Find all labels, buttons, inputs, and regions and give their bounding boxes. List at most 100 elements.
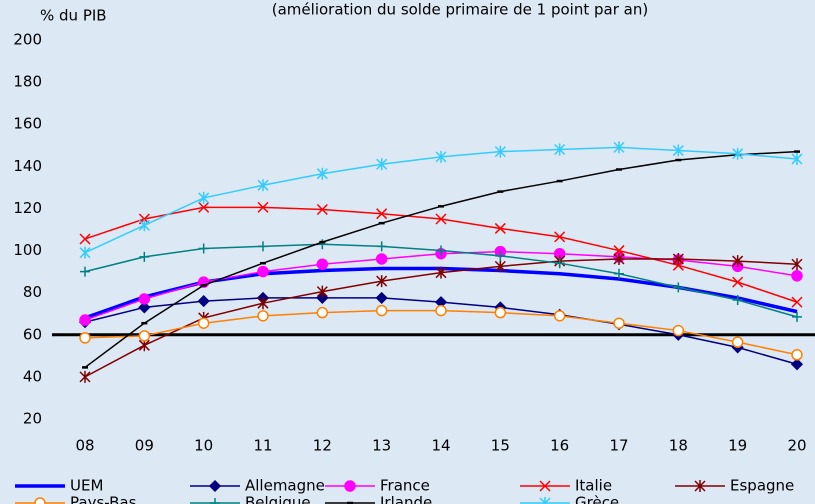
x-tick-label: 11 [253, 437, 272, 455]
marker [494, 306, 507, 319]
legend-label: Pays-Bas [70, 494, 137, 504]
marker [732, 295, 743, 306]
legend-label: Espagne [730, 477, 794, 495]
x-tick-label: 09 [135, 437, 154, 455]
marker [732, 276, 744, 288]
x-tick-label: 18 [669, 437, 688, 455]
marker [316, 203, 328, 216]
marker [316, 291, 329, 304]
marker [376, 158, 388, 171]
legend-label: Grèce [575, 494, 619, 504]
legend-label: UEM [70, 477, 103, 495]
x-tick-label: 08 [75, 437, 94, 455]
chart-title: (amélioration du solde primaire de 1 poi… [272, 1, 648, 19]
y-tick-label: 60 [23, 325, 42, 343]
marker [198, 201, 210, 213]
marker [694, 480, 706, 492]
marker [672, 144, 684, 157]
x-tick-label: 17 [609, 437, 628, 455]
y-tick-label: 120 [13, 199, 42, 217]
marker [495, 250, 506, 261]
marker [257, 265, 269, 278]
series-line [84, 146, 798, 254]
marker [732, 147, 744, 160]
legend-label: Belgique [245, 494, 311, 504]
x-tick-label: 19 [728, 437, 747, 455]
marker [494, 260, 506, 273]
marker [316, 167, 328, 180]
marker [316, 306, 329, 319]
marker [257, 179, 269, 192]
marker [435, 304, 447, 317]
marker [316, 258, 329, 270]
marker [613, 141, 625, 154]
marker [79, 332, 91, 344]
marker [554, 143, 566, 156]
marker [210, 498, 220, 504]
marker [344, 480, 356, 492]
x-tick-label: 14 [431, 437, 450, 455]
marker [792, 311, 802, 322]
marker [554, 231, 566, 243]
x-tick-label: 10 [194, 437, 213, 455]
x-tick-label: 16 [550, 437, 569, 455]
marker [375, 304, 388, 317]
marker [494, 145, 506, 158]
x-tick-label: 20 [787, 437, 806, 455]
legend-label: France [380, 477, 430, 495]
y-tick-label: 20 [23, 410, 42, 428]
marker [257, 201, 269, 213]
marker [494, 222, 506, 234]
marker [435, 150, 447, 163]
marker [138, 301, 151, 314]
marker [613, 245, 625, 257]
marker [34, 497, 46, 504]
marker [197, 317, 210, 329]
marker [197, 295, 210, 308]
y-tick-label: 180 [13, 73, 42, 91]
y-tick-label: 100 [13, 241, 42, 259]
marker [138, 330, 151, 342]
y-tick-label: 140 [13, 157, 42, 175]
series-line [84, 309, 798, 356]
marker [80, 266, 90, 277]
marker [673, 282, 684, 293]
marker [791, 258, 803, 271]
marker [138, 219, 150, 232]
marker [198, 191, 210, 204]
legend-label: Irlande [380, 494, 432, 504]
marker [613, 252, 625, 265]
marker [79, 233, 91, 245]
marker [731, 336, 744, 348]
marker [553, 310, 566, 322]
y-tick-label: 80 [23, 283, 42, 301]
y-axis-label: % du PIB [40, 7, 107, 25]
marker [139, 251, 150, 262]
x-tick-label: 12 [313, 437, 332, 455]
y-tick-label: 160 [13, 115, 42, 133]
x-tick-label: 13 [372, 437, 391, 455]
marker [257, 310, 269, 322]
marker [435, 213, 447, 225]
marker [208, 479, 222, 493]
marker [791, 152, 803, 165]
marker [79, 314, 91, 326]
marker [790, 358, 804, 371]
marker [539, 480, 551, 492]
marker [791, 349, 803, 361]
marker [79, 246, 91, 259]
marker [791, 270, 803, 282]
marker [539, 497, 551, 504]
marker [257, 297, 269, 310]
marker [376, 241, 387, 252]
marker [554, 258, 565, 269]
marker [435, 266, 447, 279]
marker [375, 253, 388, 265]
marker [614, 268, 624, 279]
x-tick-label: 15 [491, 437, 510, 455]
y-tick-label: 40 [23, 367, 42, 385]
marker [672, 324, 685, 337]
y-tick-label: 200 [13, 31, 42, 49]
legend-label: Italie [575, 477, 612, 495]
marker [376, 275, 388, 288]
